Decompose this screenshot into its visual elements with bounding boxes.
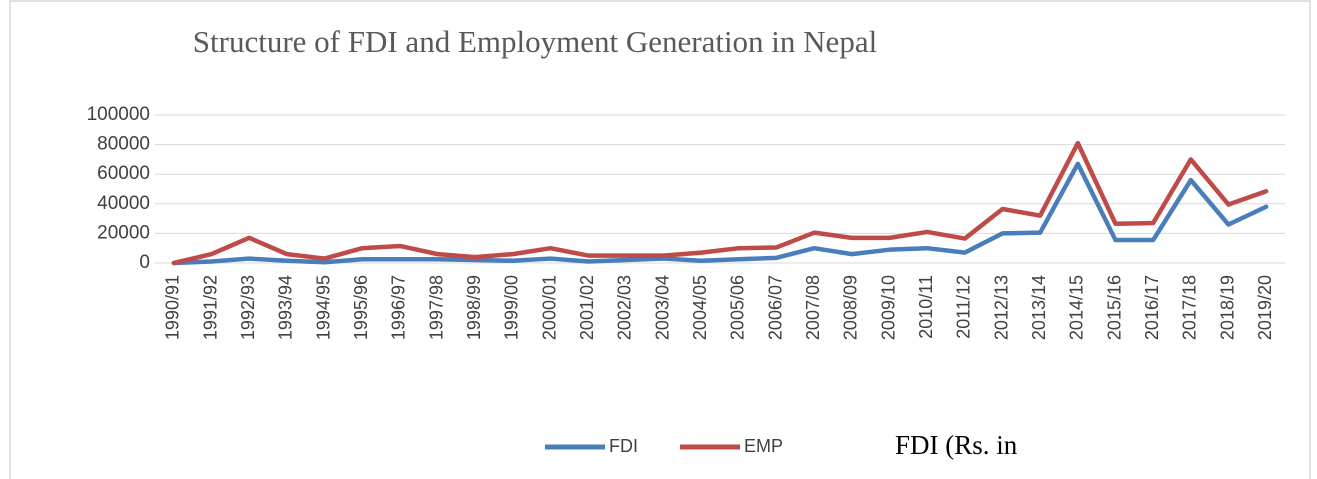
x-tick-label: 1995/96 xyxy=(351,275,371,340)
x-tick-label: 2015/16 xyxy=(1104,275,1124,340)
x-tick-label: 2002/03 xyxy=(615,275,635,340)
x-tick-label: 1999/00 xyxy=(502,275,522,340)
x-tick-label: 1993/94 xyxy=(276,275,296,340)
y-tick-label: 20000 xyxy=(97,222,150,243)
x-tick-label: 2001/02 xyxy=(577,275,597,340)
x-tick-label: 1990/91 xyxy=(163,275,183,340)
x-tick-label: 1997/98 xyxy=(426,275,446,340)
x-tick-label: 2007/08 xyxy=(803,275,823,340)
y-tick-label: 60000 xyxy=(97,163,150,184)
y-tick-label: 40000 xyxy=(97,193,150,214)
x-tick-label: 2004/05 xyxy=(690,275,710,340)
x-tick-label: 2012/13 xyxy=(991,275,1011,340)
legend-label: FDI xyxy=(609,436,638,456)
x-tick-label: 2011/12 xyxy=(954,275,974,339)
x-tick-label: 2010/11 xyxy=(916,275,936,339)
x-tick-label: 1994/95 xyxy=(313,275,333,340)
x-tick-label: 2017/18 xyxy=(1180,275,1200,340)
x-tick-label: 2016/17 xyxy=(1142,275,1162,340)
y-tick-label: 80000 xyxy=(97,134,150,155)
x-tick-label: 2013/14 xyxy=(1029,275,1049,340)
x-tick-label: 1998/99 xyxy=(464,275,484,340)
x-tick-label: 1991/92 xyxy=(200,275,220,340)
line-series xyxy=(171,140,1269,266)
x-tick-label: 2018/19 xyxy=(1217,275,1237,340)
x-tick-label: 2000/01 xyxy=(539,275,559,340)
legend-label: EMP xyxy=(744,436,783,456)
x-tick-label: 2005/06 xyxy=(728,275,748,340)
line-series xyxy=(171,161,1269,266)
annotation: FDI (Rs. in xyxy=(895,430,1018,460)
x-tick-label: 2019/20 xyxy=(1255,275,1275,340)
x-tick-label: 1992/93 xyxy=(238,275,258,340)
x-tick-label: 2008/09 xyxy=(841,275,861,340)
x-tick-label: 1996/97 xyxy=(389,275,409,340)
x-tick-label: 2009/10 xyxy=(878,275,898,340)
x-tick-label: 2014/15 xyxy=(1067,275,1087,340)
y-tick-label: 0 xyxy=(139,252,150,273)
chart-frame xyxy=(9,0,1311,479)
y-tick-label: 100000 xyxy=(87,104,150,125)
chart-title: Structure of FDI and Employment Generati… xyxy=(193,24,877,59)
x-tick-label: 2003/04 xyxy=(652,275,672,340)
x-tick-label: 2006/07 xyxy=(765,275,785,340)
